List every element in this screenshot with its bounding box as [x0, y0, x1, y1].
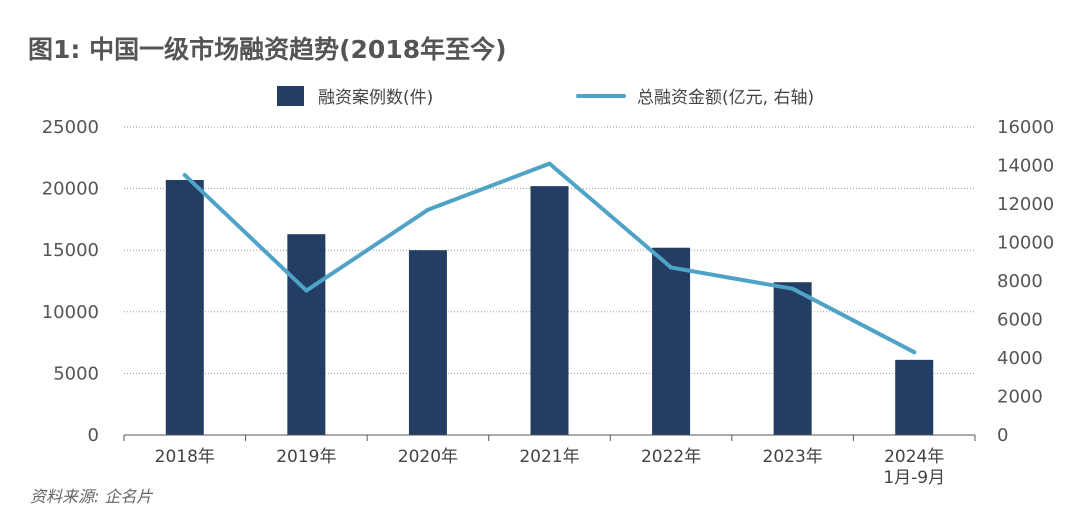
bar	[895, 359, 934, 435]
right-tick-label: 10000	[997, 233, 1054, 254]
chart-title: 图1: 中国一级市场融资趋势(2018年至今)	[28, 35, 507, 64]
category-label: 2018年	[155, 447, 215, 467]
legend-label-line: 总融资金额(亿元, 右轴)	[637, 88, 814, 108]
line-point	[912, 350, 917, 355]
left-axis: 0 5000 10000 15000 20000 25000	[42, 117, 99, 446]
line-point	[790, 286, 795, 291]
left-tick-label: 20000	[42, 179, 99, 200]
category-label: 2023年	[763, 447, 823, 467]
category-label: 2024年	[884, 447, 944, 467]
line-point	[669, 265, 674, 270]
legend-swatch-bars	[277, 86, 304, 106]
bar-series	[165, 179, 934, 435]
category-label: 2021年	[519, 447, 579, 467]
line-point	[425, 207, 430, 212]
bar	[408, 250, 447, 435]
right-tick-label: 16000	[997, 117, 1054, 138]
line-point	[547, 161, 552, 166]
right-tick-label: 0	[997, 425, 1008, 446]
left-tick-label: 5000	[53, 363, 99, 384]
bar	[773, 282, 812, 435]
bar	[530, 186, 569, 435]
right-axis: 0 2000 4000 6000 8000 10000 12000 14000 16000	[997, 117, 1054, 446]
right-tick-label: 12000	[997, 194, 1054, 215]
right-tick-label: 6000	[997, 310, 1043, 331]
left-tick-label: 10000	[42, 302, 99, 323]
legend: 融资案例数(件) 总融资金额(亿元, 右轴)	[277, 86, 814, 108]
line-point	[304, 288, 309, 293]
source-note: 资料来源: 企名片	[30, 487, 153, 506]
right-tick-label: 4000	[997, 348, 1043, 369]
bar	[652, 247, 691, 435]
right-tick-label: 14000	[997, 156, 1054, 177]
left-tick-label: 0	[88, 425, 99, 446]
legend-label-bars: 融资案例数(件)	[318, 88, 433, 108]
right-tick-label: 2000	[997, 387, 1043, 408]
bar	[287, 234, 326, 435]
bar	[165, 179, 204, 435]
category-label: 2020年	[398, 447, 458, 467]
category-label: 2022年	[641, 447, 701, 467]
line-series	[182, 161, 917, 355]
category-label: 1月-9月	[883, 468, 945, 488]
category-label: 2019年	[276, 447, 336, 467]
line-point	[182, 173, 187, 178]
right-tick-label: 8000	[997, 271, 1043, 292]
left-tick-label: 25000	[42, 117, 99, 138]
left-tick-label: 15000	[42, 240, 99, 261]
